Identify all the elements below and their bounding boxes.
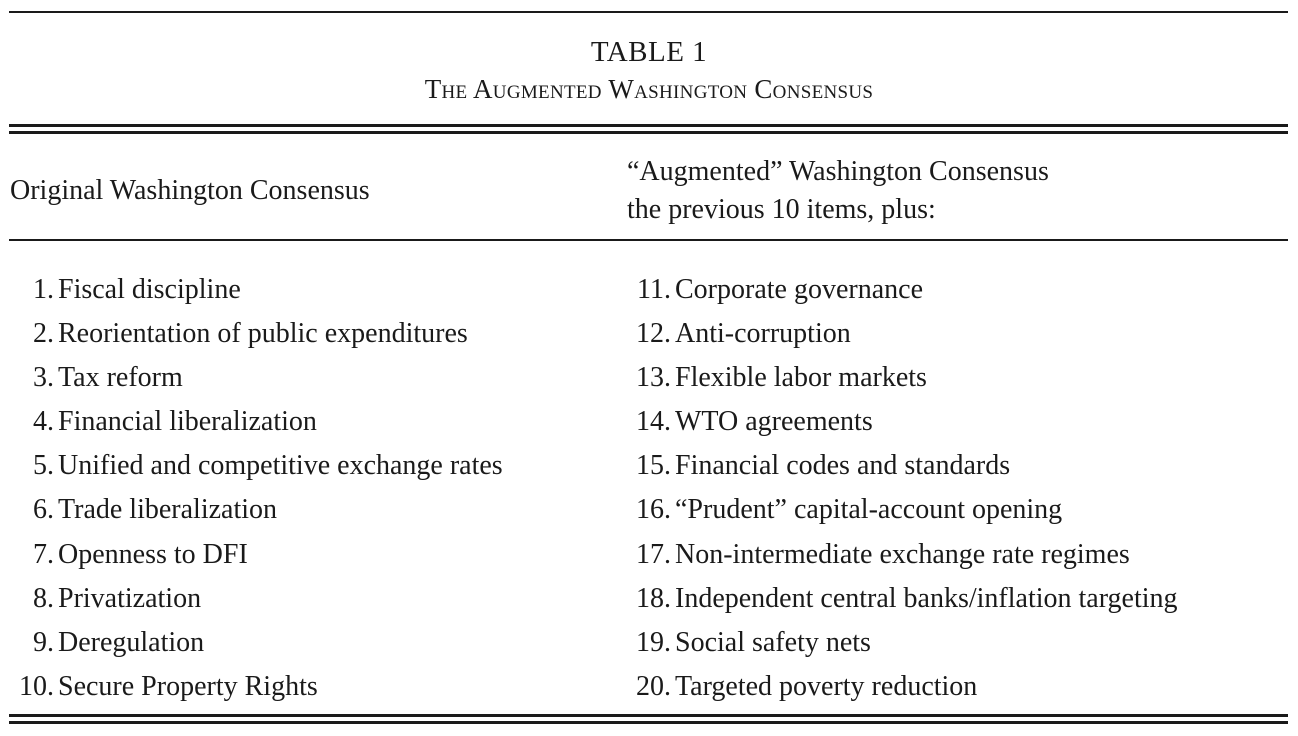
- list-item: 9. Deregulation: [10, 621, 503, 665]
- item-text: Fiscal discipline: [58, 274, 241, 305]
- augmented-consensus-list: 11. Corporate governance 12. Anti-corrupti…: [627, 268, 1178, 709]
- item-text: Deregulation: [58, 626, 205, 658]
- list-item: 5. Unified and competitive exchange rates: [10, 444, 503, 488]
- item-text: Unified and competitive exchange rates: [58, 450, 503, 482]
- list-item: 4. Financial liberalization: [10, 400, 503, 444]
- item-number: 1.: [33, 274, 54, 305]
- item-number: 13.: [636, 362, 671, 394]
- item-text: Financial liberalization: [58, 406, 317, 438]
- item-number: 17.: [636, 538, 671, 570]
- item-number: 4.: [33, 406, 54, 438]
- list-item: 13. Flexible labor markets: [627, 356, 1178, 400]
- list-item: 15. Financial codes and standards: [627, 444, 1178, 488]
- list-item: 20. Targeted poverty reduction: [627, 665, 1178, 709]
- item-text: Flexible labor markets: [675, 362, 927, 394]
- item-number: 8.: [33, 582, 54, 614]
- item-number: 5.: [33, 450, 54, 482]
- item-number: 20.: [636, 670, 671, 702]
- item-text: Privatization: [58, 582, 202, 614]
- list-item: 1. Fiscal discipline: [10, 268, 503, 312]
- list-item: 19. Social safety nets: [627, 621, 1178, 665]
- item-number: 10.: [19, 670, 54, 702]
- list-item: 3. Tax reform: [10, 356, 503, 400]
- item-text: Corporate governance: [675, 274, 923, 305]
- item-text: Reorientation of public expenditures: [58, 318, 468, 350]
- table-caption: The Augmented Washington Consensus: [424, 74, 874, 104]
- item-text: “Prudent” capital-account opening: [675, 494, 1063, 526]
- bottom-double-rule-bottom: [9, 721, 1288, 724]
- item-text: Tax reform: [58, 362, 183, 394]
- original-consensus-list: 1. Fiscal discipline 2. Reorientation of p…: [10, 268, 503, 709]
- bottom-double-rule-top: [9, 714, 1288, 717]
- item-text: Financial codes and standards: [675, 450, 1011, 482]
- list-item: 2. Reorientation of public expenditures: [10, 312, 503, 356]
- item-text: Targeted poverty reduction: [675, 670, 978, 702]
- item-text: WTO agreements: [675, 406, 873, 438]
- item-text: Openness to DFI: [58, 538, 248, 570]
- item-number: 15.: [636, 450, 671, 482]
- item-number: 9.: [33, 626, 54, 658]
- column-header-original: Original Washington Consensus: [10, 175, 370, 206]
- item-text: Independent central banks/inflation targ…: [675, 582, 1178, 614]
- table-number: TABLE 1: [590, 36, 708, 68]
- list-item: 6. Trade liberalization: [10, 488, 503, 532]
- item-number: 3.: [33, 362, 54, 394]
- item-text: Non-intermediate exchange rate regimes: [675, 538, 1130, 570]
- column-header-augmented-line2: the previous 10 items, plus:: [627, 194, 936, 225]
- list-item: 16. “Prudent” capital-account opening: [627, 488, 1178, 532]
- list-item: 10. Secure Property Rights: [10, 665, 503, 709]
- item-number: 11.: [637, 274, 671, 305]
- list-item: 18. Independent central banks/inflation t…: [627, 577, 1178, 621]
- top-rule: [9, 11, 1288, 13]
- list-item: 8. Privatization: [10, 577, 503, 621]
- item-number: 12.: [636, 318, 671, 350]
- list-item: 14. WTO agreements: [627, 400, 1178, 444]
- item-text: Trade liberalization: [58, 494, 278, 526]
- list-item: 7. Openness to DFI: [10, 533, 503, 577]
- list-item: 11. Corporate governance: [627, 268, 1178, 312]
- header-divider-rule: [9, 239, 1288, 241]
- column-header-augmented-line1: “Augmented” Washington Consensus: [627, 156, 1049, 187]
- item-number: 14.: [636, 406, 671, 438]
- list-item: 17. Non-intermediate exchange rate regime…: [627, 533, 1178, 577]
- item-text: Secure Property Rights: [58, 670, 318, 702]
- item-number: 18.: [636, 582, 671, 614]
- item-number: 7.: [33, 538, 54, 570]
- item-text: Social safety nets: [675, 626, 871, 658]
- list-item: 12. Anti-corruption: [627, 312, 1178, 356]
- item-text: Anti-corruption: [675, 318, 851, 350]
- column-header-augmented: “Augmented” Washington Consensus the pre…: [627, 153, 1049, 229]
- header-double-rule-top: [9, 124, 1288, 127]
- item-number: 19.: [636, 626, 671, 658]
- item-number: 16.: [636, 494, 671, 526]
- item-number: 2.: [33, 318, 54, 350]
- item-number: 6.: [33, 494, 54, 526]
- header-double-rule-bottom: [9, 131, 1288, 134]
